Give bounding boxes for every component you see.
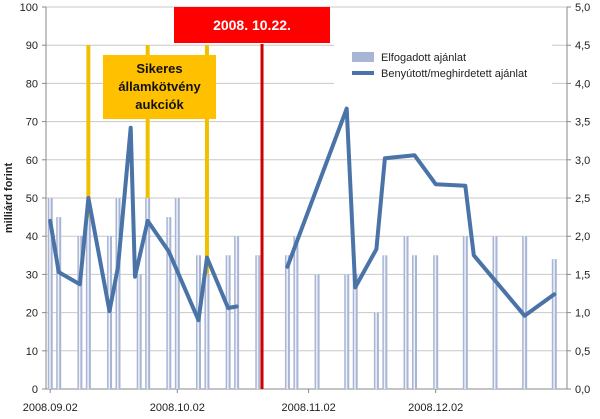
- bar-highlight: [464, 236, 466, 389]
- bar-accepted: [166, 217, 172, 389]
- event-date-box: [174, 7, 330, 43]
- bar-highlight: [235, 236, 238, 389]
- bar-accepted: [433, 255, 439, 389]
- bar-accepted: [492, 236, 498, 389]
- bar-accepted: [284, 255, 290, 389]
- x-tick-label: 2008.12.02: [408, 402, 463, 414]
- bar-highlight: [205, 274, 208, 389]
- bar-highlight: [87, 217, 89, 389]
- auction-annotation-line: Sikeres: [136, 61, 182, 76]
- bar-accepted: [403, 236, 409, 389]
- bar-accepted: [352, 274, 358, 389]
- bar-highlight: [434, 255, 437, 389]
- y-left-tick-label: 0: [32, 384, 38, 396]
- y-left-tick-label: 90: [26, 40, 38, 52]
- bar-highlight: [138, 274, 140, 389]
- y-right-tick-label: 1,0: [575, 308, 590, 320]
- y-right-tick-label: 5,0: [575, 2, 590, 14]
- bar-accepted: [47, 198, 53, 389]
- y-right-tick-label: 0,5: [575, 346, 590, 358]
- y-left-tick-label: 10: [26, 346, 38, 358]
- bar-accepted: [293, 236, 299, 389]
- bar-accepted: [77, 236, 83, 389]
- bar-accepted: [225, 255, 231, 389]
- bar-accepted: [85, 217, 91, 389]
- series-line-submitted: [285, 106, 557, 318]
- y-left-tick-label: 80: [26, 78, 38, 90]
- x-tick-label: 2008.10.02: [150, 402, 205, 414]
- y-right-tick-label: 2,0: [575, 231, 590, 243]
- bar-highlight: [413, 255, 416, 389]
- y-left-tick-label: 30: [26, 269, 38, 281]
- bar-highlight: [383, 255, 386, 389]
- bar-accepted: [234, 236, 240, 389]
- y-right-tick-label: 2,5: [575, 193, 590, 205]
- bar-highlight: [405, 236, 407, 389]
- bar-accepted: [462, 236, 468, 389]
- y-right-tick-label: 4,5: [575, 40, 590, 52]
- y-left-tick-label: 100: [20, 2, 38, 14]
- bar-accepted: [204, 274, 210, 389]
- y-right-tick-label: 3,5: [575, 117, 590, 129]
- y-right-tick-label: 3,0: [575, 155, 590, 167]
- event-date-label: 2008. 10.22.: [213, 17, 291, 33]
- bar-highlight: [294, 236, 297, 389]
- y-axis-label: milliárd forint: [3, 163, 15, 234]
- bar-accepted: [314, 274, 320, 389]
- bar-highlight: [78, 236, 81, 389]
- bar-highlight: [227, 255, 229, 389]
- bar-highlight: [57, 217, 60, 389]
- bar-highlight: [354, 274, 356, 389]
- bar-accepted: [412, 255, 418, 389]
- bar-highlight: [117, 198, 119, 389]
- bar-accepted: [136, 274, 142, 389]
- bar-accepted: [255, 255, 261, 389]
- legend-label-line: Benyútott/meghirdetett ajánlat: [381, 68, 527, 80]
- x-tick-label: 2008.09.02: [23, 402, 78, 414]
- y-right-tick-label: 4,0: [575, 78, 590, 90]
- bar-highlight: [493, 236, 496, 389]
- bar-highlight: [375, 312, 377, 389]
- legend-label-bars: Elfogadott ajánlat: [381, 52, 466, 64]
- bar-highlight: [146, 198, 149, 389]
- bar-accepted: [344, 274, 350, 389]
- y-left-tick-label: 60: [26, 155, 38, 167]
- y-right-tick-label: 0,0: [575, 384, 590, 396]
- bar-highlight: [286, 255, 288, 389]
- bar-highlight: [256, 255, 259, 389]
- legend-swatch-bars: [352, 52, 374, 62]
- bar-accepted: [56, 217, 62, 389]
- bar-accepted: [115, 198, 121, 389]
- bar-accepted: [145, 198, 151, 389]
- bar-accepted: [551, 259, 557, 389]
- y-left-tick-label: 70: [26, 117, 38, 129]
- auction-marker-line: [204, 45, 209, 389]
- bar-accepted: [373, 312, 379, 389]
- bar-highlight: [176, 198, 178, 389]
- y-left-tick-label: 40: [26, 231, 38, 243]
- auction-annotation-line: aukciók: [135, 97, 184, 112]
- bar-highlight: [553, 259, 555, 389]
- x-tick-label: 2008.11.02: [281, 402, 335, 414]
- bar-highlight: [167, 217, 170, 389]
- series-line-submitted: [48, 125, 239, 323]
- auction-annotation-box: [103, 55, 216, 119]
- bar-highlight: [49, 198, 51, 389]
- bar-accepted: [382, 255, 388, 389]
- y-right-tick-label: 1,5: [575, 269, 590, 281]
- bar-accepted: [174, 198, 180, 389]
- bar-highlight: [316, 274, 318, 389]
- auction-annotation-line: államkötvény: [118, 79, 201, 94]
- bar-highlight: [345, 274, 348, 389]
- y-left-tick-label: 20: [26, 308, 38, 320]
- y-left-tick-label: 50: [26, 193, 38, 205]
